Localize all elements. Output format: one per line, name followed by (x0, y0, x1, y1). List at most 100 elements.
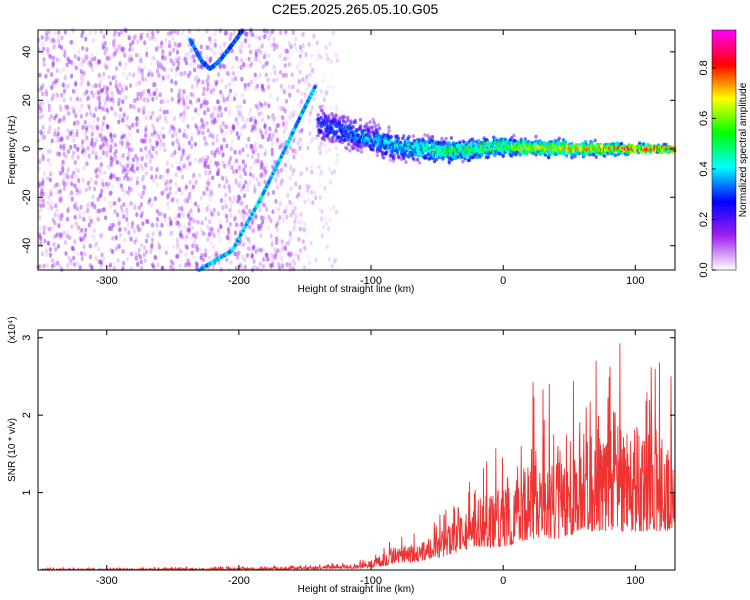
spectrogram-cell (135, 176, 139, 182)
spectrogram-cell (50, 205, 54, 211)
spectrogram-cell (88, 254, 93, 260)
spectrogram-cell (260, 110, 264, 116)
spectrogram-cell (309, 109, 313, 115)
spectrogram-cell (149, 249, 153, 255)
spectrogram-cell (113, 112, 117, 117)
spectrogram-cell (201, 257, 205, 263)
spectrogram-cell (342, 115, 347, 120)
spectrogram-cell (126, 222, 130, 227)
spectrogram-cell (249, 246, 253, 252)
spectrogram-cell (299, 248, 303, 254)
spectrogram-cell (210, 46, 214, 52)
spectrogram-cell (218, 123, 223, 129)
spectrogram-cell (243, 30, 247, 36)
spectrogram-cell (267, 84, 271, 90)
spectrogram-cell (246, 182, 250, 188)
spectrogram-cell (141, 221, 145, 227)
spectrogram-cell (218, 64, 222, 70)
spectrogram-cell (162, 188, 166, 194)
spectrogram-cell (318, 105, 322, 109)
spectrogram-cell (204, 170, 208, 176)
spectrogram-cell (208, 227, 212, 233)
spectrogram-cell (40, 251, 45, 257)
spectrogram-cell (233, 149, 237, 155)
spectrogram-cell (163, 147, 167, 153)
spectrogram-cell (241, 92, 245, 97)
spectrogram-cell (57, 151, 62, 157)
spectrogram-cell (249, 172, 253, 177)
spectrogram-cell (267, 103, 271, 109)
spectrogram-cell (447, 141, 451, 145)
spectrogram-cell (139, 68, 143, 74)
spectrogram-cell (313, 190, 317, 196)
spectrogram-cell (264, 149, 268, 155)
spectrogram-cell (262, 28, 267, 34)
spectrogram-cell (165, 179, 169, 185)
spectrogram-cell (37, 232, 42, 238)
spectrogram-cell (248, 208, 252, 214)
spectrogram-cell (288, 110, 293, 116)
spectrogram-cell (93, 91, 97, 96)
spectrogram-cell (113, 74, 117, 80)
spectrogram-cell (260, 171, 264, 177)
spectrogram-cell (176, 65, 180, 71)
spectrogram-cell (218, 219, 222, 225)
spectrogram-cell (52, 91, 56, 97)
spectrogram-cell (180, 234, 184, 240)
spectrogram-cell (38, 263, 42, 269)
spectrogram-cell (228, 222, 232, 227)
spectrogram-cell (148, 155, 152, 161)
spectrogram-cell (371, 117, 375, 122)
spectrogram-cell (65, 230, 69, 235)
spectrogram-cell (242, 167, 246, 173)
spectrogram-cell (51, 217, 55, 223)
spectrogram-cell (94, 83, 98, 89)
spectrogram-cell (47, 29, 52, 35)
spectrogram-cell (236, 104, 240, 110)
spectrogram-cell (228, 88, 233, 94)
spectrogram-cell (88, 110, 92, 115)
spectrogram-cell (276, 221, 280, 226)
spectrogram-cell (48, 54, 52, 60)
spectrogram-cell (281, 264, 285, 269)
spectrogram-cell (70, 246, 74, 251)
spectrogram-cell (45, 91, 49, 97)
spectrogram-cell (581, 154, 586, 159)
spectrogram-cell (288, 232, 292, 238)
spectrogram-cell (176, 244, 180, 250)
spectrogram-cell (310, 200, 315, 206)
spectrogram-cell (251, 124, 255, 130)
spectrogram-cell (288, 115, 292, 121)
spectrogram-cell (221, 153, 225, 158)
spectrogram-cell (109, 190, 113, 196)
spectrogram-cell (93, 30, 97, 36)
spectrogram-cell (334, 145, 338, 151)
spectrogram-cell (174, 80, 178, 86)
spectrogram-cell (143, 77, 148, 82)
spectrogram-cell (49, 140, 53, 146)
spectrogram-cell (143, 138, 147, 144)
spectrogram-cell (169, 259, 173, 264)
spectrogram-cell (121, 46, 125, 52)
spectrogram-cell (165, 169, 169, 174)
spectrogram-cell (284, 246, 288, 252)
spectrogram-cell (228, 82, 232, 88)
spectrogram-cell (244, 143, 248, 149)
spectrogram-cell (177, 224, 181, 230)
spectrogram-cell (212, 120, 216, 125)
spectrogram-cell (237, 135, 241, 141)
spectrogram-cell (242, 217, 246, 223)
spectrogram-cell (105, 55, 109, 61)
spectrogram-cell (234, 215, 238, 220)
spectrogram-cell (38, 158, 42, 164)
spectrogram-cell (105, 143, 109, 148)
spectrogram-cell (152, 264, 156, 270)
spectrogram-cell (85, 135, 89, 141)
spectrogram-cell (189, 209, 193, 215)
spectrogram-cell (318, 145, 322, 151)
spectrogram-cell (151, 96, 155, 102)
spectrogram-cell (84, 187, 88, 193)
spectrogram-cell (225, 179, 229, 184)
spectrogram-cell (137, 108, 141, 113)
spectrogram-cell (139, 58, 143, 64)
